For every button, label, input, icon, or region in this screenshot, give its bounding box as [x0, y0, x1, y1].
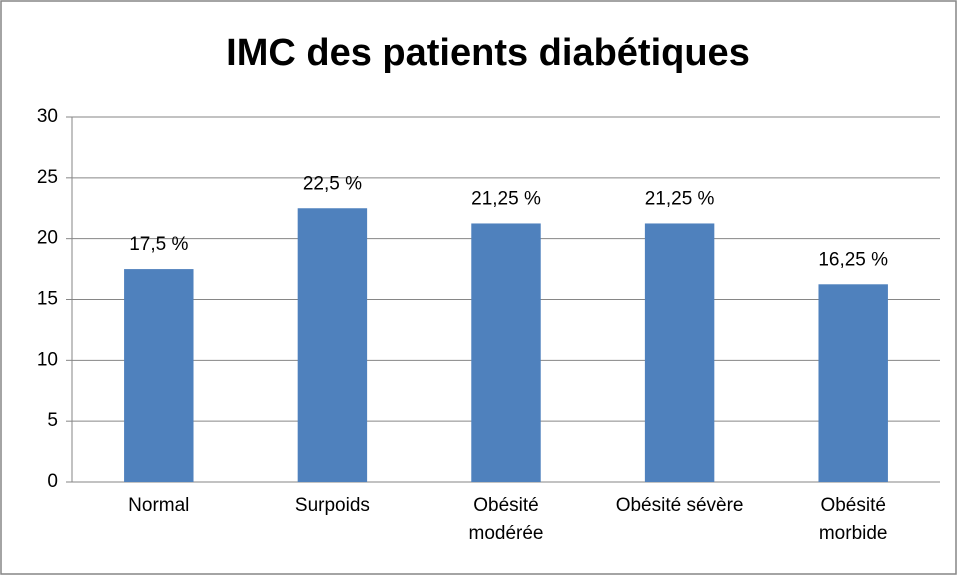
- x-tick-label: Obésité modérée: [469, 495, 544, 544]
- data-label: 21,25 %: [645, 188, 715, 209]
- y-tick-label: 20: [37, 228, 58, 249]
- bar: [297, 208, 368, 482]
- data-label: 22,5 %: [303, 173, 362, 194]
- data-label: 21,25 %: [471, 188, 541, 209]
- data-label: 16,25 %: [818, 249, 888, 270]
- x-tick-label: Obésité sévère: [616, 495, 744, 516]
- x-tick-label-line: Surpoids: [295, 495, 370, 516]
- x-tick-label: Obésité morbide: [819, 495, 888, 544]
- x-tick-label: Surpoids: [295, 495, 370, 516]
- x-tick-label-line: morbide: [819, 523, 888, 544]
- y-tick-label: 10: [37, 349, 58, 370]
- bar: [644, 223, 715, 483]
- x-tick-label-line: modérée: [469, 523, 544, 544]
- y-tick-label: 30: [37, 106, 58, 127]
- y-tick-label: 15: [37, 289, 58, 310]
- x-tick-label-line: Obésité sévère: [616, 495, 744, 516]
- y-tick-label: 25: [37, 167, 58, 188]
- x-tick-label-line: Obésité: [473, 495, 538, 516]
- y-tick-label: 5: [47, 410, 58, 431]
- data-label: 17,5 %: [129, 234, 188, 255]
- y-tick-label: 0: [47, 471, 58, 492]
- chart-title: IMC des patients diabétiques: [226, 32, 750, 74]
- x-tick-label-line: Normal: [128, 495, 189, 516]
- x-tick-label: Normal: [128, 495, 189, 516]
- bar: [124, 269, 194, 482]
- x-tick-label-line: Obésité: [820, 495, 885, 516]
- bar: [471, 223, 541, 483]
- bar: [818, 284, 888, 482]
